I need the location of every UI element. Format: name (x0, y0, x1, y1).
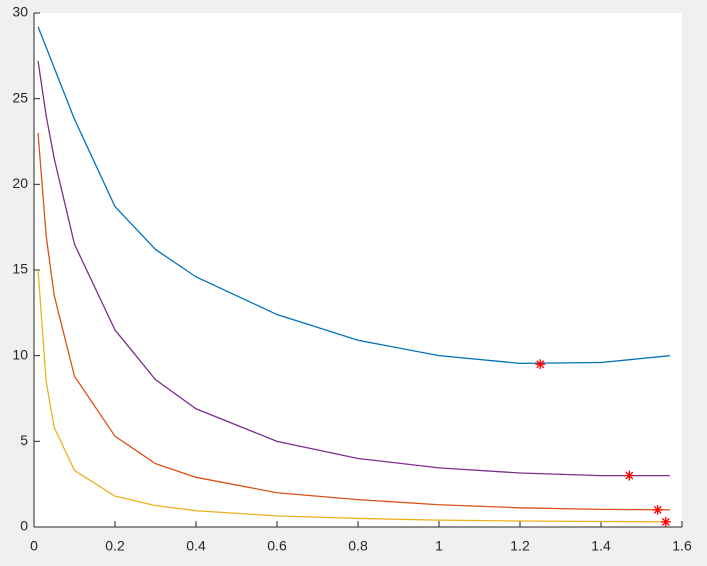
x-tick-label: 1.2 (510, 538, 530, 554)
series-line (37, 60, 670, 477)
marker-stroke (653, 505, 662, 514)
x-tick-label: 1.4 (591, 538, 611, 554)
series-line (37, 269, 670, 523)
y-tick-label: 5 (20, 432, 28, 448)
plot-area (34, 13, 682, 527)
x-tick-label: 0 (30, 538, 38, 554)
marker (660, 516, 671, 527)
marker-stroke (536, 360, 545, 369)
marker (652, 504, 663, 515)
x-tick-label: 1 (435, 538, 443, 554)
y-tick-label: 30 (12, 4, 28, 20)
x-tick-label: 0.8 (348, 538, 368, 554)
marker (535, 359, 546, 370)
marker (624, 470, 635, 481)
y-tick-label: 10 (12, 346, 28, 362)
y-tick-label: 0 (20, 518, 28, 534)
y-tick-label: 20 (12, 175, 28, 191)
series-line (37, 26, 670, 365)
x-tick-label: 0.6 (267, 538, 287, 554)
series-line (37, 132, 670, 511)
x-tick-label: 0.2 (105, 538, 125, 554)
marker-stroke (661, 517, 670, 526)
marker-stroke (625, 471, 634, 480)
y-tick-label: 15 (12, 261, 28, 277)
x-tick-label: 1.6 (672, 538, 692, 554)
y-tick-label: 25 (12, 89, 28, 105)
x-tick-label: 0.4 (186, 538, 206, 554)
